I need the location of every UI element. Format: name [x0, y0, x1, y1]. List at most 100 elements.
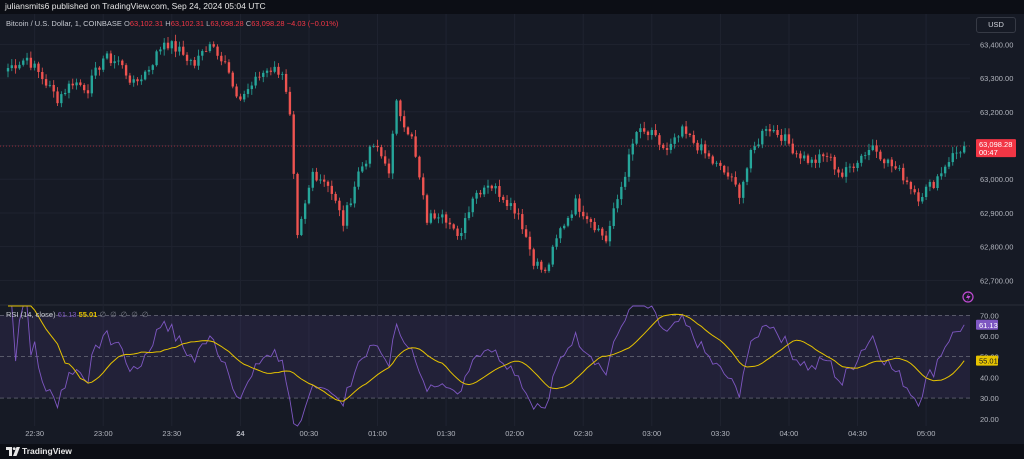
candle	[132, 75, 135, 87]
candle	[475, 190, 478, 204]
rsi-value-tag: 61.13	[976, 319, 998, 330]
chart-canvas[interactable]: 62,700.00 62,800.00 62,900.00 63,000.00 63,1…	[0, 14, 1024, 444]
candle	[818, 149, 821, 168]
candle	[113, 55, 116, 69]
candle	[490, 184, 493, 192]
candle-body	[170, 41, 173, 49]
candle-body	[303, 203, 307, 219]
price-tick-label: 62,800.00	[980, 243, 1013, 252]
candle	[98, 66, 101, 76]
candle	[799, 150, 802, 165]
candle-body	[669, 143, 673, 150]
candle	[456, 225, 459, 240]
candle	[155, 49, 158, 67]
candle	[380, 144, 383, 159]
change-value: −4.03 (−0.01%)	[286, 19, 339, 28]
candle-body	[627, 154, 631, 177]
symbol-legend[interactable]: Bitcoin / U.S. Dollar, 1, COINBASE O63,1…	[6, 19, 338, 28]
price-tick-label: 62,900.00	[980, 209, 1013, 218]
candle	[589, 217, 593, 228]
candle-body	[822, 154, 825, 157]
candle	[829, 153, 833, 161]
candle-body	[246, 89, 250, 94]
candle-body	[799, 153, 802, 159]
candle	[742, 180, 745, 204]
candle-body	[810, 159, 813, 163]
candle-body	[395, 100, 398, 134]
candle-body	[574, 198, 577, 215]
candle-body	[787, 134, 791, 144]
candle	[10, 59, 13, 72]
candle-body	[220, 55, 223, 62]
time-tick-label: 02:30	[574, 429, 593, 438]
candle-body	[715, 162, 718, 164]
candle	[684, 120, 688, 139]
candle	[159, 46, 162, 55]
candle	[353, 181, 356, 208]
candle	[753, 141, 756, 154]
candle	[585, 212, 589, 224]
candle-body	[654, 130, 657, 136]
candle	[71, 78, 74, 90]
candle	[22, 58, 25, 67]
candle	[262, 70, 265, 83]
candle-body	[795, 153, 798, 155]
price-tick-label: 63,400.00	[980, 40, 1013, 49]
candle-body	[867, 150, 871, 156]
candle-body	[265, 70, 269, 73]
candle-body	[136, 79, 139, 82]
candle	[231, 70, 234, 89]
candle	[75, 78, 78, 90]
candle-body	[342, 210, 345, 226]
candle-body	[924, 186, 928, 197]
currency-button[interactable]: USD	[976, 17, 1016, 33]
candle	[570, 210, 573, 221]
rsi-legend[interactable]: RSI (14, close) 61.13 55.01 ∅ ∅ ∅ ∅ ∅	[6, 310, 149, 319]
candle-body	[288, 91, 292, 115]
candle	[395, 98, 398, 136]
candle	[597, 225, 600, 232]
candle	[307, 185, 311, 205]
candle-body	[463, 218, 467, 234]
candle-body	[490, 185, 493, 189]
rsi-value-tag-text: 61.13	[979, 321, 998, 330]
candle	[227, 59, 231, 75]
chart-area[interactable]: 62,700.00 62,800.00 62,900.00 63,000.00 63,1…	[0, 14, 1024, 444]
candle	[502, 194, 505, 203]
candle-body	[543, 269, 547, 271]
candle	[174, 34, 177, 58]
candle-body	[330, 185, 333, 194]
candle	[833, 154, 836, 175]
candle-body	[783, 134, 787, 141]
candle	[254, 72, 257, 89]
candle	[140, 74, 143, 85]
candle-body	[688, 133, 692, 135]
candle-body	[326, 181, 330, 186]
candle	[947, 157, 951, 170]
candle-body	[943, 166, 947, 174]
candle	[863, 151, 867, 160]
candle-body	[730, 176, 733, 178]
publish-bar: juliansmits6 published on TradingView.co…	[0, 0, 1024, 14]
candle-body	[467, 212, 471, 219]
candle-body	[711, 156, 714, 164]
candle-body	[776, 130, 779, 135]
candle-body	[132, 79, 135, 83]
candle-body	[829, 156, 833, 158]
candle	[551, 244, 554, 268]
candle-body	[563, 225, 566, 229]
candle-body	[368, 146, 372, 164]
time-tick-label: 02:00	[505, 429, 524, 438]
candle	[593, 218, 596, 233]
candle	[963, 141, 966, 154]
candle-body	[456, 228, 459, 236]
candle-body	[296, 173, 299, 236]
tradingview-logo-icon	[6, 447, 20, 456]
candle	[383, 150, 387, 166]
candle	[658, 133, 661, 151]
candle	[604, 231, 608, 244]
candle	[239, 93, 242, 102]
candle-body	[281, 73, 284, 75]
candle-body	[909, 182, 913, 190]
candle-body	[357, 171, 360, 187]
